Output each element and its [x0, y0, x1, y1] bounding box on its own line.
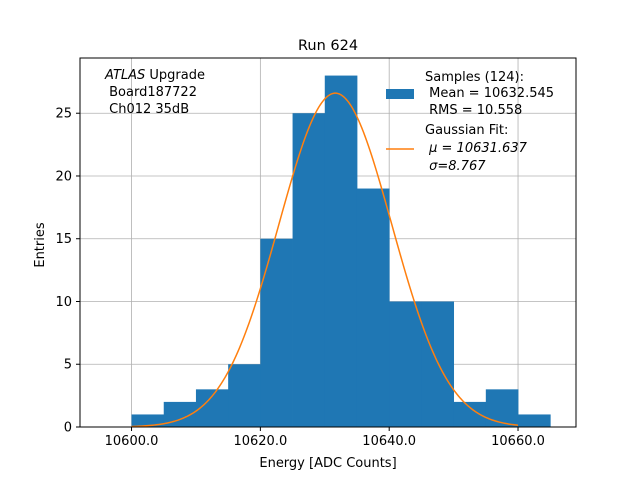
- legend-samples-swatch: [386, 89, 414, 99]
- y-tick-label: 20: [55, 169, 72, 184]
- y-axis-ticks: 0 5 10 15 20 25: [55, 107, 80, 436]
- y-tick-label: 0: [64, 421, 72, 436]
- svg-text:ATLAS Upgrade: ATLAS Upgrade: [104, 68, 205, 83]
- x-tick-label: 10600.0: [105, 434, 159, 449]
- legend-mu-label: μ = 10631.637: [425, 141, 528, 156]
- histogram-bar: [518, 414, 551, 427]
- chart-title: Run 624: [298, 38, 358, 54]
- histogram-bar: [389, 301, 422, 427]
- board-label: Board187722: [105, 85, 197, 100]
- histogram-bar: [324, 75, 358, 428]
- legend-samples-label: Samples (124):: [425, 70, 524, 85]
- histogram-bar: [421, 301, 455, 427]
- atlas-label: ATLAS: [104, 68, 145, 83]
- legend: Samples (124): Mean = 10632.545 RMS = 10…: [386, 70, 554, 174]
- histogram-bar: [356, 188, 390, 427]
- y-tick-label: 25: [55, 107, 72, 122]
- x-axis-ticks: 10600.0 10620.0 10640.0 10660.0: [105, 427, 545, 449]
- legend-mean-label: Mean = 10632.545: [425, 86, 554, 101]
- histogram-bar: [260, 238, 293, 427]
- y-tick-label: 15: [55, 232, 72, 247]
- gaussian-fit-curve: [131, 92, 519, 428]
- histogram-bar: [485, 389, 519, 427]
- legend-fit-label: Gaussian Fit:: [425, 123, 508, 138]
- legend-rms-label: RMS = 10.558: [425, 103, 522, 118]
- histogram-bar: [228, 364, 261, 427]
- channel-label: Ch012 35dB: [105, 102, 189, 117]
- histogram-bar: [292, 113, 326, 427]
- upgrade-label: Upgrade: [145, 68, 205, 83]
- x-tick-label: 10660.0: [491, 434, 545, 449]
- y-axis-label: Entries: [33, 222, 48, 268]
- atlas-annotation: ATLAS Upgrade Board187722 Ch012 35dB: [104, 68, 205, 117]
- plot-frame: [79, 57, 577, 428]
- x-axis-label: Energy [ADC Counts]: [259, 456, 396, 471]
- y-tick-label: 5: [64, 358, 72, 373]
- x-tick-label: 10640.0: [362, 434, 416, 449]
- histogram-bar: [131, 414, 165, 427]
- x-tick-label: 10620.0: [233, 434, 287, 449]
- legend-sigma-label: σ=8.767: [425, 159, 486, 174]
- y-tick-label: 10: [55, 295, 72, 310]
